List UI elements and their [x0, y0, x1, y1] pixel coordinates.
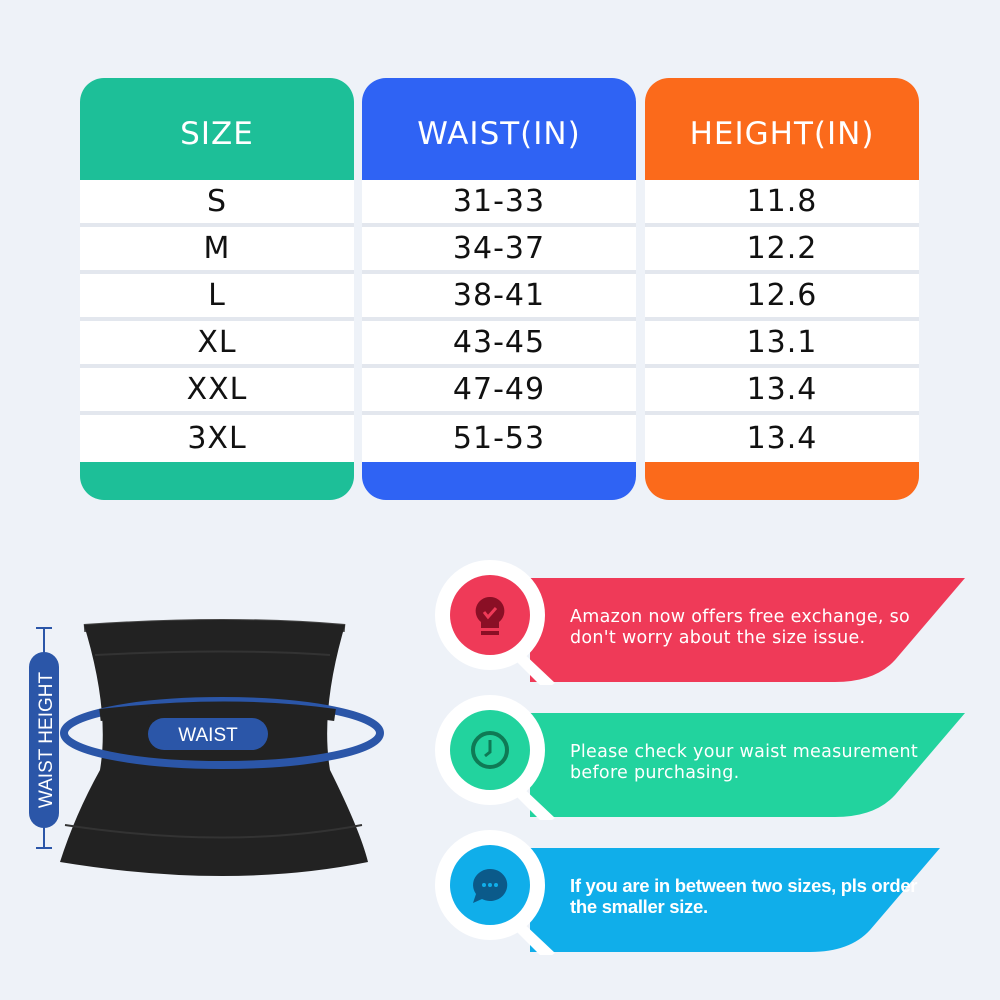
tip-banner: Amazon now offers free exchange, so don't… — [430, 555, 990, 685]
table-cell: 12.2 — [645, 227, 919, 274]
table-cell: 13.4 — [645, 415, 919, 462]
size-column: HEIGHT(IN) 11.8 12.2 12.6 13.1 13.4 13.4 — [645, 78, 919, 500]
tip-banner: If you are in between two sizes, pls ord… — [430, 825, 990, 955]
table-cell: 38-41 — [362, 274, 636, 321]
table-cell: 12.6 — [645, 274, 919, 321]
clock-icon — [471, 731, 509, 769]
table-cell: 13.4 — [645, 368, 919, 415]
table-cell: S — [80, 180, 354, 227]
table-cell: XXL — [80, 368, 354, 415]
table-cell: 31-33 — [362, 180, 636, 227]
waist-label: WAIST — [178, 725, 238, 746]
table-cell: 3XL — [80, 415, 354, 462]
table-cell: 13.1 — [645, 321, 919, 368]
table-cell: 47-49 — [362, 368, 636, 415]
table-cell: M — [80, 227, 354, 274]
size-column: WAIST(IN) 31-33 34-37 38-41 43-45 47-49 51-53 — [362, 78, 636, 500]
column-header: WAIST(IN) — [417, 116, 581, 152]
lightbulb-check-icon — [475, 596, 505, 635]
tip-text-line: If you are in between two sizes, pls ord… — [570, 875, 918, 896]
waist-trainer-diagram: WAIST WAIST HEIGHT — [29, 619, 384, 876]
table-cell: L — [80, 274, 354, 321]
waist-ring — [60, 697, 384, 769]
tip-text-line: Please check your waist measurement — [570, 742, 919, 762]
table-cell: 11.8 — [645, 180, 919, 227]
table-cell: 34-37 — [362, 227, 636, 274]
chat-bubble-icon — [473, 868, 508, 903]
tip-text-line: the smaller size. — [570, 896, 708, 917]
table-cell: 43-45 — [362, 321, 636, 368]
column-header: HEIGHT(IN) — [689, 116, 875, 152]
table-cell: XL — [80, 321, 354, 368]
column-header: SIZE — [180, 116, 254, 152]
tip-text-line: before purchasing. — [570, 763, 740, 783]
size-column: SIZE S M L XL XXL 3XL — [80, 78, 354, 500]
tip-text-line: don't worry about the size issue. — [570, 628, 866, 648]
waist-height-label: WAIST HEIGHT — [36, 672, 57, 809]
tip-banner: Please check your waist measurement befor… — [430, 690, 990, 820]
table-cell: 51-53 — [362, 415, 636, 462]
tip-text-line: Amazon now offers free exchange, so — [570, 607, 911, 627]
